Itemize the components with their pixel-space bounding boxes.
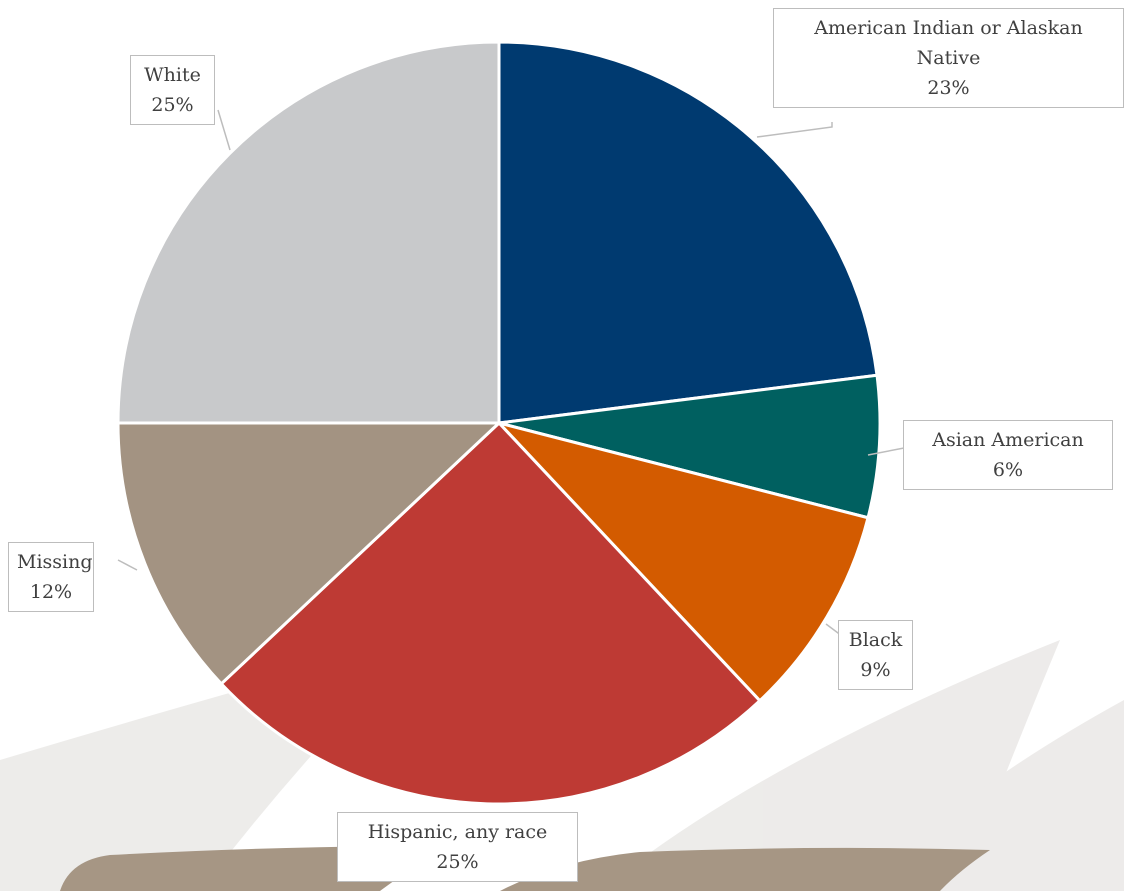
label-value: 12% bbox=[29, 581, 73, 603]
pie-slice bbox=[494, 420, 870, 703]
label-value: 25% bbox=[436, 851, 479, 873]
label-value: 9% bbox=[860, 659, 891, 681]
label-value: 25% bbox=[151, 94, 194, 116]
data-label: Asian American 6% bbox=[903, 420, 1113, 490]
data-label: White 25% bbox=[130, 55, 215, 125]
pie-slice bbox=[116, 40, 501, 425]
label-category: White bbox=[144, 64, 201, 86]
pie-slice bbox=[116, 421, 503, 686]
data-label: Missing 12% bbox=[8, 542, 94, 612]
label-category: American Indian or Alaskan Native bbox=[814, 17, 1083, 69]
label-category: Missing bbox=[17, 551, 93, 573]
label-category: Asian American bbox=[932, 429, 1084, 451]
pie-slice bbox=[497, 40, 879, 425]
label-category: Black bbox=[848, 629, 903, 651]
data-label: American Indian or Alaskan Native 23% bbox=[773, 8, 1124, 108]
data-label: Hispanic, any race 25% bbox=[337, 812, 578, 882]
data-label: Black 9% bbox=[838, 620, 913, 690]
pie-slice bbox=[219, 420, 762, 806]
label-value: 23% bbox=[927, 77, 970, 99]
pie-slice bbox=[498, 373, 882, 520]
label-value: 6% bbox=[992, 459, 1024, 481]
label-category: Hispanic, any race bbox=[367, 821, 548, 843]
